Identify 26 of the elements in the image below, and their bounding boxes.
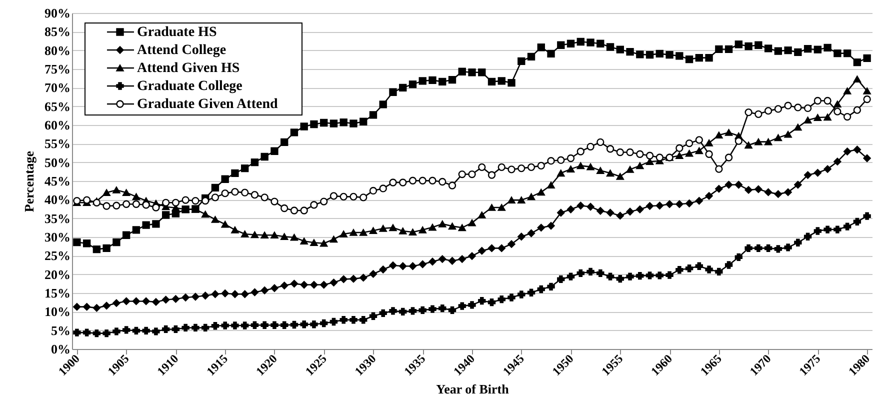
legend-label: Graduate HS (137, 25, 217, 40)
y-tick-label: 20% (44, 266, 70, 282)
y-tick-label: 15% (44, 286, 70, 300)
legend-label: Attend College (137, 43, 226, 58)
y-tick-label: 55% (44, 136, 70, 152)
y-tick-label: 10% (44, 304, 70, 320)
y-tick-label: 40% (44, 192, 70, 208)
y-tick-label: 75% (44, 62, 70, 76)
y-tick-label: 65% (44, 98, 70, 114)
y-tick-label: 70% (44, 80, 70, 96)
y-tick-label: 0% (51, 342, 70, 356)
y-tick-label: 60% (44, 118, 70, 132)
y-tick-label: 80% (44, 42, 70, 58)
legend-label: Graduate Given Attend (137, 97, 278, 112)
y-tick-label: 35% (44, 210, 70, 226)
legend-label: Graduate College (137, 79, 242, 94)
x-axis-title: Year of Birth (436, 382, 510, 397)
y-tick-label: 85% (44, 24, 70, 40)
y-tick-label: 45% (44, 174, 70, 188)
y-axis-title: Percentage (22, 150, 36, 212)
legend-label: Attend Given HS (137, 61, 240, 76)
y-tick-label: 25% (44, 248, 70, 264)
y-tick-label: 30% (44, 230, 70, 244)
y-tick-label: 50% (44, 154, 70, 170)
y-tick-label: 5% (51, 322, 70, 338)
y-tick-label: 90% (44, 6, 70, 20)
